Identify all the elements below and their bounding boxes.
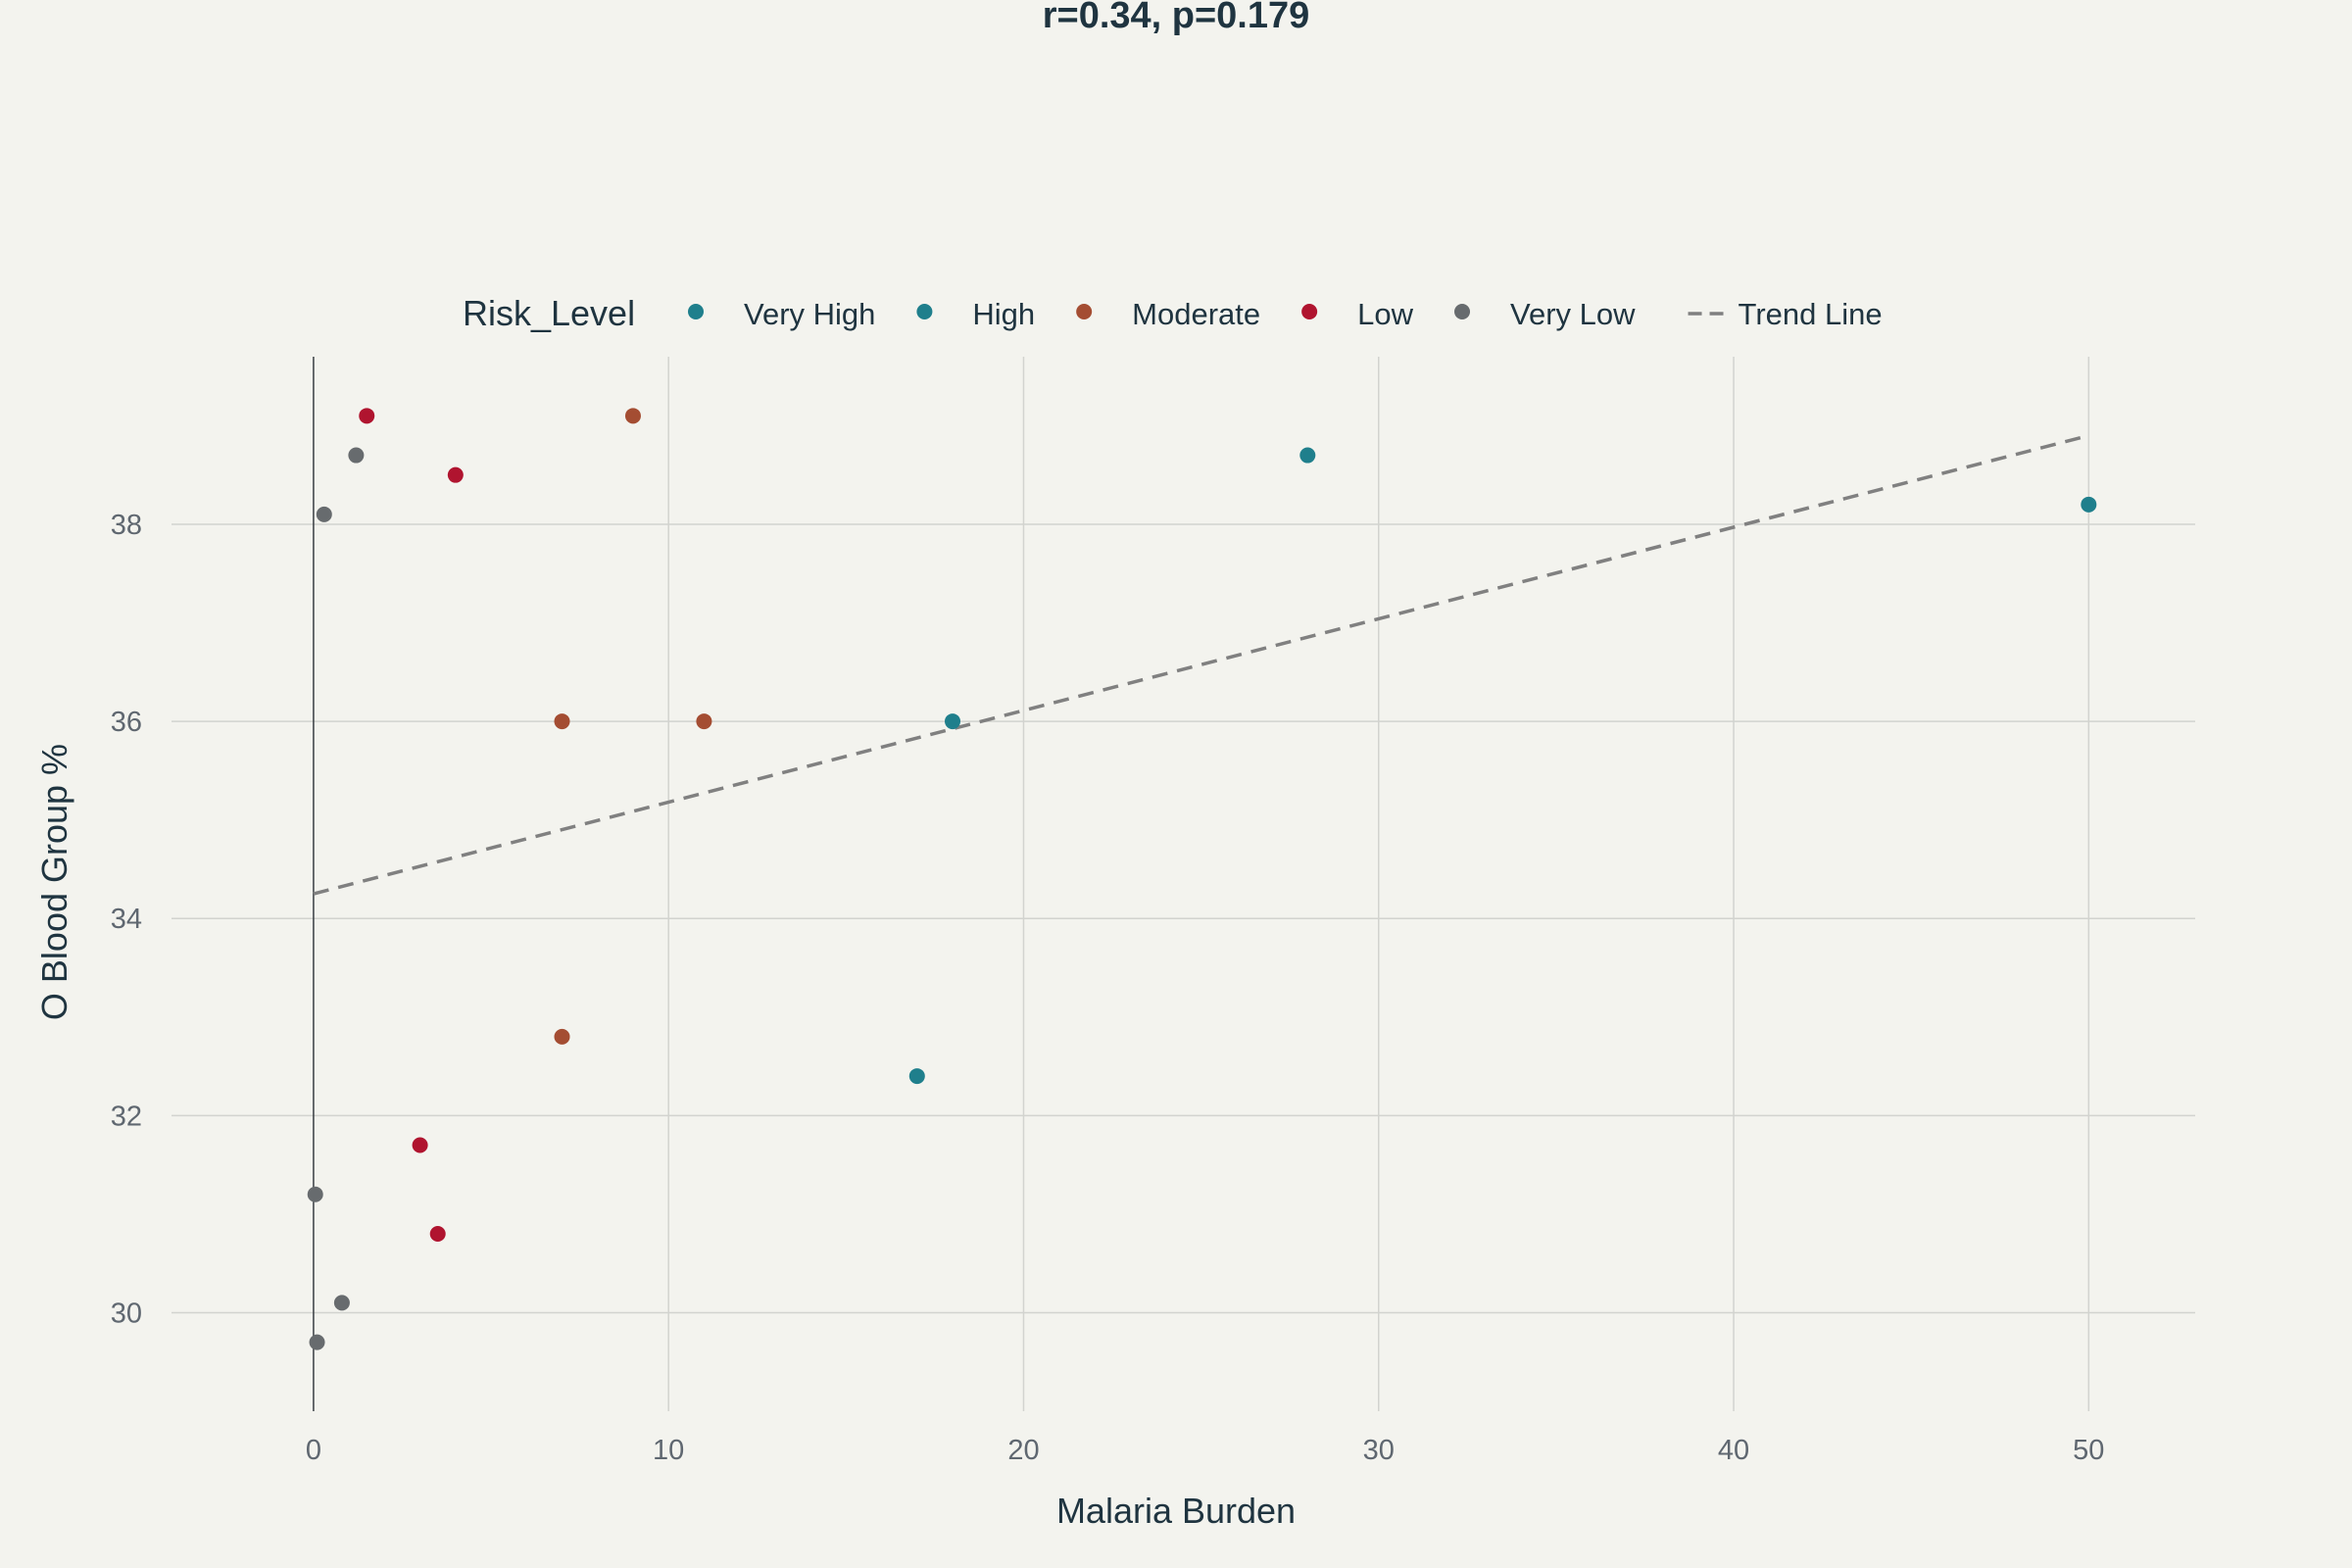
- y-tick-label: 34: [111, 904, 142, 935]
- y-tick-label: 36: [111, 707, 142, 738]
- data-point-very-low: [348, 447, 365, 464]
- data-point-moderate: [554, 713, 570, 730]
- x-axis-title: Malaria Burden: [1056, 1491, 1296, 1531]
- legend-label-very-high: Very High: [744, 297, 875, 331]
- data-points: [307, 408, 2097, 1350]
- legend-swatch-moderate: [1076, 304, 1093, 319]
- data-point-low: [429, 1225, 446, 1242]
- legend-label-moderate: Moderate: [1132, 297, 1260, 331]
- x-tick-label: 40: [1718, 1435, 1749, 1466]
- x-tick-label: 30: [1363, 1435, 1395, 1466]
- y-tick-label: 30: [111, 1298, 142, 1329]
- data-point-moderate: [554, 1028, 570, 1045]
- data-point-moderate: [696, 713, 712, 730]
- x-tick-label: 0: [306, 1435, 321, 1466]
- y-axis-title: O Blood Group %: [34, 744, 74, 1020]
- legend: Risk_Level Very High High Moderate Low Very …: [463, 293, 1883, 333]
- data-point-low: [412, 1137, 428, 1153]
- data-point-high: [1299, 447, 1316, 464]
- y-tick-label: 32: [111, 1101, 142, 1132]
- legend-label-high: High: [972, 297, 1035, 331]
- trend-line-layer: [313, 433, 2089, 896]
- data-point-very-low: [333, 1295, 350, 1311]
- legend-swatch-very-high: [688, 304, 704, 319]
- data-point-low: [359, 408, 375, 424]
- legend-label-trend-line: Trend Line: [1739, 297, 1883, 331]
- chart-title: r=0.34, p=0.179: [1043, 0, 1310, 36]
- y-tick-label: 38: [111, 510, 142, 541]
- data-point-very-low: [307, 1186, 323, 1202]
- x-tick-label: 10: [653, 1435, 684, 1466]
- data-point-moderate: [624, 408, 641, 424]
- legend-swatch-low: [1301, 304, 1318, 319]
- data-point-high: [908, 1068, 925, 1085]
- gridlines: [172, 357, 2195, 1411]
- data-point-very-low: [309, 1334, 325, 1350]
- x-tick-label: 20: [1007, 1435, 1039, 1466]
- data-point-very-low: [316, 506, 332, 522]
- tick-labels: 30 32 34 36 38 0 10 20 30 40 50: [111, 510, 2105, 1466]
- legend-swatch-high: [916, 304, 933, 319]
- x-tick-label: 50: [2073, 1435, 2104, 1466]
- legend-title: Risk_Level: [463, 293, 635, 333]
- legend-label-low: Low: [1357, 297, 1413, 331]
- data-point-high: [945, 713, 961, 730]
- trend-line: [313, 433, 2089, 896]
- data-point-low: [447, 466, 464, 483]
- legend-label-very-low: Very Low: [1510, 297, 1636, 331]
- data-point-very-high: [2081, 496, 2097, 513]
- legend-swatch-very-low: [1454, 304, 1471, 319]
